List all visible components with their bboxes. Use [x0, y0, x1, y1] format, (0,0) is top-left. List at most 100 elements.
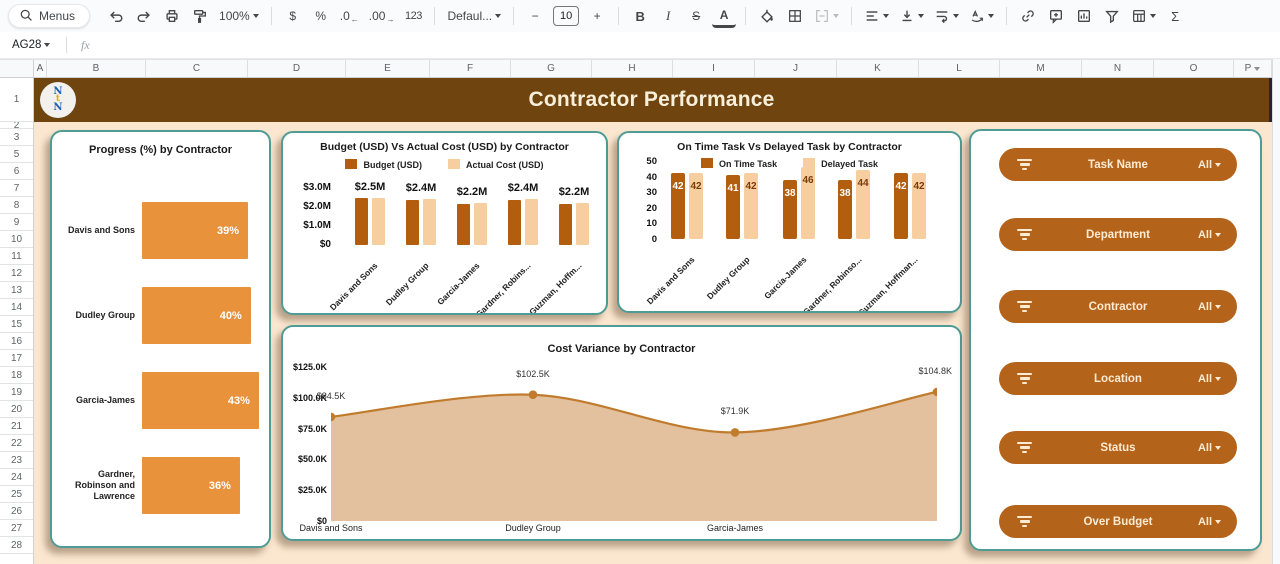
paint-format-button[interactable]	[188, 4, 212, 28]
insert-chart-button[interactable]	[1072, 4, 1096, 28]
row-header-18[interactable]: 18	[0, 367, 33, 384]
budget-chart-card[interactable]: Budget (USD) Vs Actual Cost (USD) by Con…	[281, 131, 608, 315]
decrease-font-button[interactable]: −	[531, 9, 539, 23]
increase-decimal-button[interactable]: .00 →	[368, 9, 395, 24]
column-header-E[interactable]: E	[346, 60, 430, 77]
chart-title: Progress (%) by Contractor	[88, 144, 233, 156]
column-header-N[interactable]: N	[1082, 60, 1154, 77]
row-header-6[interactable]: 6	[0, 163, 33, 180]
row-header-1[interactable]: 1	[0, 78, 33, 122]
row-header-10[interactable]: 10	[0, 231, 33, 248]
strikethrough-button[interactable]: S	[692, 9, 701, 23]
column-header-K[interactable]: K	[837, 60, 919, 77]
column-header-H[interactable]: H	[592, 60, 673, 77]
font-size-input[interactable]: 10	[553, 6, 580, 26]
create-filter-button[interactable]	[1100, 4, 1124, 28]
text-wrap-button[interactable]	[931, 4, 962, 28]
row-header-15[interactable]: 15	[0, 316, 33, 333]
functions-button[interactable]: Σ	[1171, 8, 1180, 24]
print-button[interactable]	[160, 4, 184, 28]
vertical-scrollbar[interactable]	[1272, 59, 1280, 564]
column-header-A[interactable]: A	[34, 60, 47, 77]
filter-value-dropdown[interactable]: All	[1198, 442, 1221, 454]
redo-button[interactable]	[132, 4, 156, 28]
zoom-select[interactable]: 100%	[216, 4, 262, 28]
insert-link-button[interactable]	[1016, 4, 1040, 28]
column-header-O[interactable]: O	[1154, 60, 1234, 77]
filter-button-over-budget[interactable]: Over Budget All	[999, 505, 1237, 538]
filter-button-department[interactable]: Department All	[999, 218, 1237, 251]
progress-chart-card[interactable]: Progress (%) by Contractor Davis and Son…	[50, 130, 271, 548]
row-header-3[interactable]: 3	[0, 129, 33, 146]
format-percent-button[interactable]: %	[315, 9, 327, 23]
filter-button-contractor[interactable]: Contractor All	[999, 290, 1237, 323]
row-header-27[interactable]: 27	[0, 520, 33, 537]
text-rotation-button[interactable]	[966, 4, 997, 28]
column-header-F[interactable]: F	[430, 60, 511, 77]
row-header-16[interactable]: 16	[0, 333, 33, 350]
chart-title: Cost Variance by Contractor	[547, 343, 696, 355]
decrease-decimal-button[interactable]: .0 ←	[339, 9, 359, 24]
column-header-J[interactable]: J	[755, 60, 837, 77]
text-color-button[interactable]: A	[712, 4, 737, 28]
increase-font-button[interactable]: +	[593, 9, 601, 23]
delayed-value-label: 46	[802, 175, 814, 187]
row-header-19[interactable]: 19	[0, 384, 33, 401]
filter-button-status[interactable]: Status All	[999, 431, 1237, 464]
ontime-chart-card[interactable]: On Time Task Vs Delayed Task by Contract…	[617, 131, 962, 313]
variance-chart-card[interactable]: Cost Variance by Contractor $125.0K $100.…	[281, 325, 962, 541]
horizontal-align-button[interactable]	[861, 4, 892, 28]
vertical-align-button[interactable]	[896, 4, 927, 28]
row-header-13[interactable]: 13	[0, 282, 33, 299]
row-header-23[interactable]: 23	[0, 452, 33, 469]
select-all-corner[interactable]	[0, 60, 34, 77]
row-header-14[interactable]: 14	[0, 299, 33, 316]
column-header-I[interactable]: I	[673, 60, 755, 77]
data-point	[331, 412, 336, 422]
row-header-11[interactable]: 11	[0, 248, 33, 265]
filter-value-dropdown[interactable]: All	[1198, 301, 1221, 313]
italic-button[interactable]: I	[665, 8, 671, 23]
column-header-P[interactable]: P	[1234, 60, 1272, 77]
progress-bar: 40%	[142, 287, 251, 344]
row-header-28[interactable]: 28	[0, 537, 33, 554]
row-header-24[interactable]: 24	[0, 469, 33, 486]
filter-button-task-name[interactable]: Task Name All	[999, 148, 1237, 181]
menus-search[interactable]: Menus	[8, 4, 91, 28]
more-formats-button[interactable]: 123	[405, 10, 422, 22]
column-header-D[interactable]: D	[248, 60, 346, 77]
column-header-G[interactable]: G	[511, 60, 592, 77]
row-header-8[interactable]: 8	[0, 197, 33, 214]
filter-value-dropdown[interactable]: All	[1198, 229, 1221, 241]
filter-value-dropdown[interactable]: All	[1198, 159, 1221, 171]
filter-value-dropdown[interactable]: All	[1198, 516, 1221, 528]
table-views-button[interactable]	[1128, 4, 1159, 28]
insert-comment-button[interactable]	[1044, 4, 1068, 28]
row-header-26[interactable]: 26	[0, 503, 33, 520]
row-header-21[interactable]: 21	[0, 418, 33, 435]
row-header-20[interactable]: 20	[0, 401, 33, 418]
font-select[interactable]: Defaul...	[444, 4, 504, 28]
filter-value-dropdown[interactable]: All	[1198, 373, 1221, 385]
undo-button[interactable]	[104, 4, 128, 28]
name-box[interactable]: AG28	[0, 39, 58, 51]
row-header-25[interactable]: 25	[0, 486, 33, 503]
row-header-17[interactable]: 17	[0, 350, 33, 367]
column-header-B[interactable]: B	[47, 60, 146, 77]
row-header-12[interactable]: 12	[0, 265, 33, 282]
borders-button[interactable]	[783, 4, 807, 28]
bold-button[interactable]: B	[635, 8, 645, 24]
row-header-7[interactable]: 7	[0, 180, 33, 197]
column-header-C[interactable]: C	[146, 60, 248, 77]
row-header-5[interactable]: 5	[0, 146, 33, 163]
filter-button-location[interactable]: Location All	[999, 362, 1237, 395]
merge-cells-button[interactable]	[811, 4, 842, 28]
row-header-2[interactable]: 2	[0, 122, 33, 129]
format-currency-button[interactable]: $	[289, 9, 297, 23]
progress-bar-row: Dudley Group 40%	[56, 273, 263, 358]
column-header-L[interactable]: L	[919, 60, 1000, 77]
row-header-9[interactable]: 9	[0, 214, 33, 231]
row-header-22[interactable]: 22	[0, 435, 33, 452]
fill-color-button[interactable]	[755, 4, 779, 28]
column-header-M[interactable]: M	[1000, 60, 1082, 77]
